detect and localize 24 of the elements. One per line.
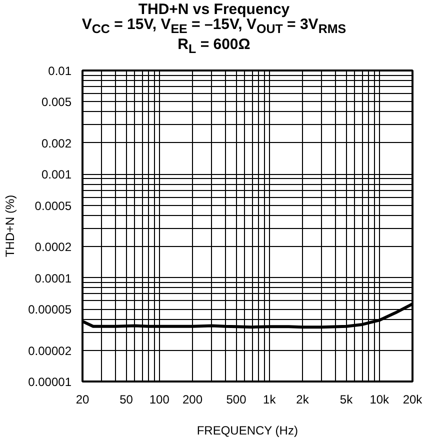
y-tick-label: 0.005 — [41, 95, 72, 110]
x-tick-label: 1k — [263, 392, 277, 406]
x-axis-title: FREQUENCY (Hz) — [196, 424, 298, 438]
y-tick-label: 0.00005 — [28, 302, 72, 317]
y-tick-label: 0.0005 — [34, 198, 72, 213]
x-tick-label: 20 — [76, 392, 90, 406]
text: V$_{CC}$ = 15V, V$_{EE}$ = –15V, V$_{OUT}$ = 3V$_{RMS}$ R$_{L}$ = 600Ω — [82, 16, 346, 56]
x-tick-label: 2k — [296, 392, 310, 406]
y-tick-label: 0.002 — [41, 136, 72, 150]
y-tick-label: 0.001 — [41, 168, 72, 182]
x-tick-label: 500 — [226, 392, 247, 406]
x-tick-label: 50 — [120, 392, 134, 406]
x-tick-label: 200 — [182, 392, 203, 406]
x-tick-label: 100 — [149, 392, 170, 406]
y-tick-label: 0.00002 — [28, 344, 72, 358]
y-tick-label: 0.01 — [48, 64, 72, 78]
x-tick-label: 20k — [402, 392, 424, 406]
y-tick-label: 0.0001 — [34, 271, 72, 286]
y-tick-label: 0.00001 — [28, 375, 72, 389]
x-tick-label: 10k — [370, 392, 390, 406]
chart-title: THD+N vs Frequency — [138, 1, 290, 18]
y-tick-label: 0.0002 — [34, 240, 72, 254]
x-tick-label: 5k — [340, 392, 354, 406]
y-axis-title: THD+N (%) — [3, 194, 18, 258]
